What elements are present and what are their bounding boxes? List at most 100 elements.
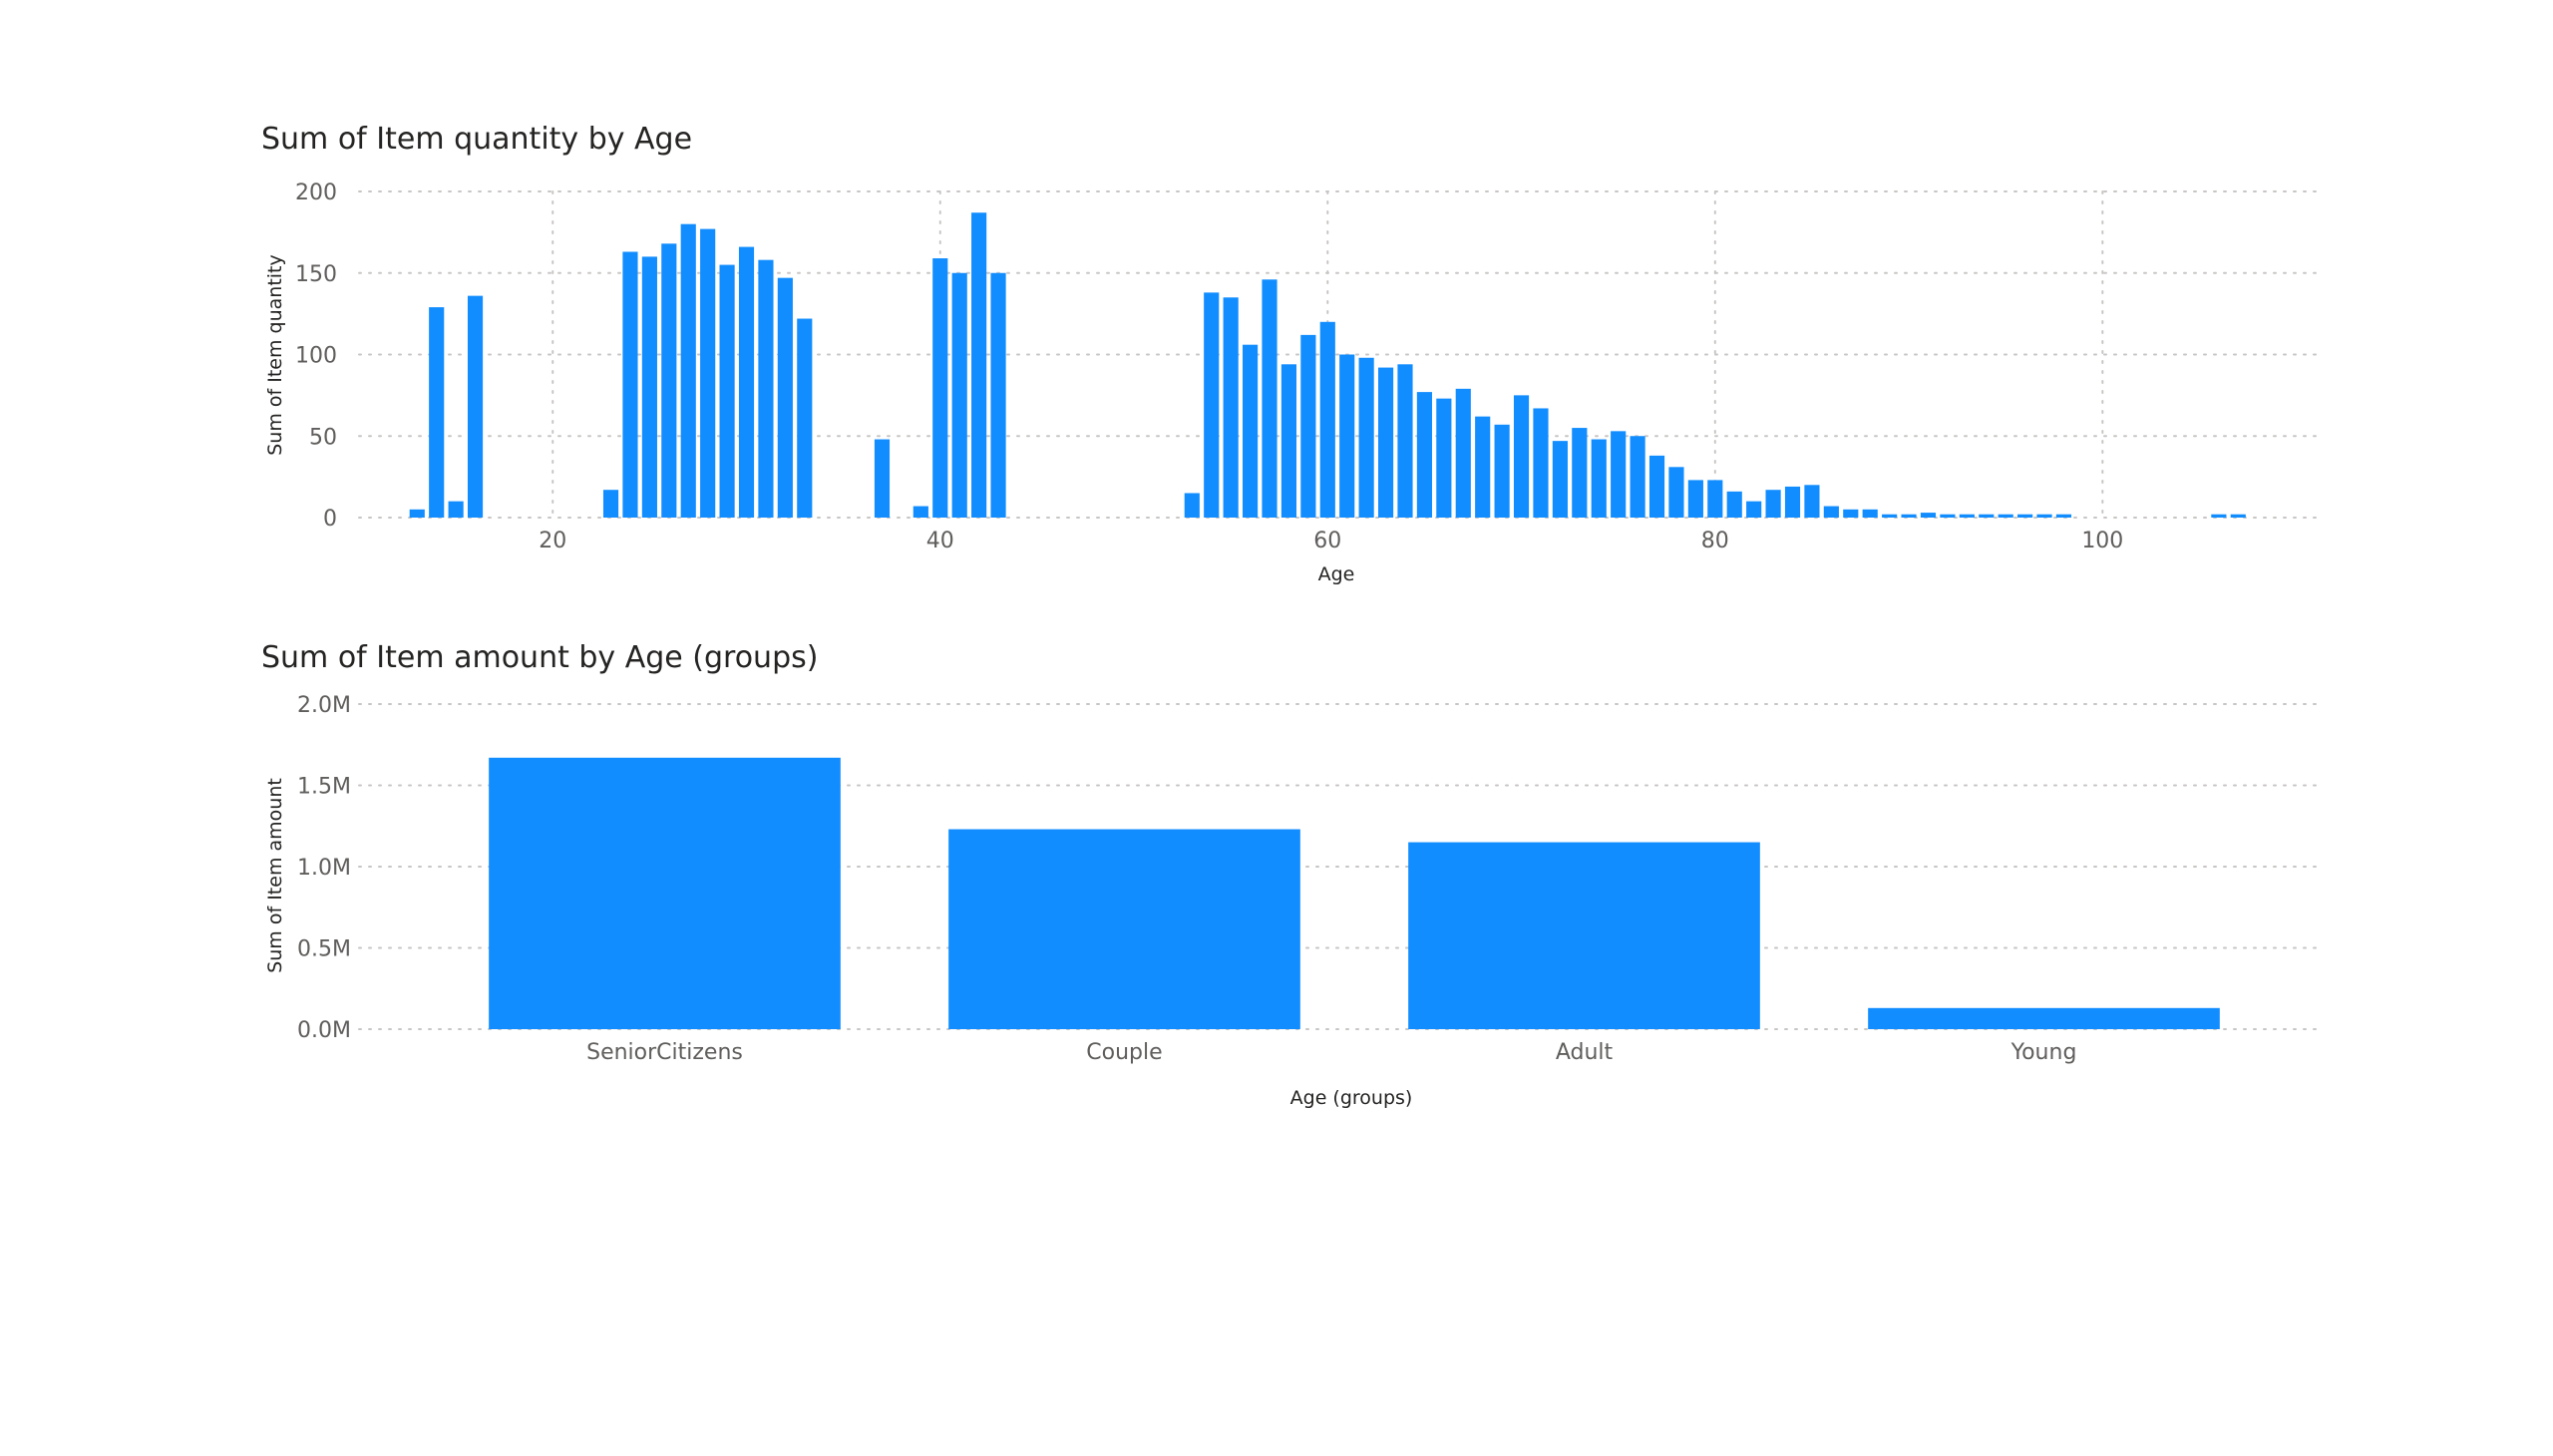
bar-age-96[interactable] (2017, 514, 2033, 518)
bar-age-24[interactable] (622, 251, 638, 518)
y-tick-label: 1.5M (297, 775, 351, 800)
bar-age-92[interactable] (1940, 514, 1956, 518)
bar-age-42[interactable] (971, 212, 987, 518)
bar-age-43[interactable] (990, 272, 1006, 518)
bar-age-82[interactable] (1746, 501, 1762, 518)
bar-age-28[interactable] (700, 228, 716, 519)
bar-age-97[interactable] (2036, 514, 2052, 518)
x-axis-title: Age (groups) (1290, 1087, 1413, 1109)
bar-age-93[interactable] (1959, 514, 1975, 518)
x-tick-label: Couple (1086, 1040, 1162, 1065)
bar-seniorcitizens[interactable] (489, 757, 841, 1029)
bar-age-57[interactable] (1262, 279, 1277, 518)
bar-age-75[interactable] (1611, 431, 1627, 518)
bar-age-81[interactable] (1726, 491, 1742, 518)
bar-age-83[interactable] (1765, 490, 1781, 518)
chart-quantity-by-age[interactable]: Sum of Item quantity by Age 0 50 100 150 200… (0, 0, 2553, 618)
bar-age-37[interactable] (874, 439, 891, 518)
bar-age-31[interactable] (758, 259, 774, 518)
bar-age-56[interactable] (1243, 344, 1259, 518)
bar-age-68[interactable] (1475, 416, 1491, 518)
bar-age-54[interactable] (1204, 292, 1220, 518)
x-axis-ticks: 20 40 60 80 100 (539, 529, 2123, 553)
bar-age-32[interactable] (777, 277, 793, 518)
bar-age-14[interactable] (429, 307, 445, 518)
bar-age-90[interactable] (1901, 514, 1917, 518)
bar-age-41[interactable] (951, 272, 967, 518)
bar-age-13[interactable] (409, 509, 425, 518)
bar-age-62[interactable] (1358, 357, 1374, 518)
y-tick-label: 200 (295, 181, 337, 205)
bar-age-61[interactable] (1339, 354, 1355, 519)
bar-age-73[interactable] (1572, 428, 1588, 518)
bar-age-40[interactable] (932, 258, 948, 518)
bar-young[interactable] (1868, 1007, 2220, 1029)
bar-adult[interactable] (1408, 842, 1760, 1029)
bar-age-88[interactable] (1862, 509, 1878, 518)
y-tick-label: 100 (295, 344, 337, 369)
bar-age-39[interactable] (912, 506, 928, 518)
bar-age-74[interactable] (1591, 439, 1607, 518)
bar-age-33[interactable] (797, 318, 813, 518)
bar-age-26[interactable] (661, 243, 677, 518)
y-tick-label: 0.5M (297, 937, 351, 962)
y-tick-label: 150 (295, 262, 337, 287)
bar-age-23[interactable] (602, 490, 619, 518)
y-axis-ticks: 0.0M 0.5M 1.0M 1.5M 2.0M (297, 693, 351, 1043)
bar-age-106[interactable] (2211, 514, 2227, 518)
bars (409, 212, 2246, 519)
bar-age-16[interactable] (467, 295, 484, 518)
bar-age-78[interactable] (1668, 467, 1684, 518)
x-tick-label: 40 (926, 529, 954, 553)
bar-age-91[interactable] (1920, 513, 1937, 518)
bar-age-65[interactable] (1416, 392, 1432, 518)
bar-age-86[interactable] (1823, 506, 1839, 518)
x-axis-ticks: SeniorCitizens Couple Adult Young (586, 1040, 2076, 1065)
bar-age-27[interactable] (680, 223, 696, 518)
bar-age-55[interactable] (1223, 297, 1239, 518)
bar-age-95[interactable] (1998, 514, 2013, 518)
bar-age-77[interactable] (1648, 455, 1665, 518)
bar-age-72[interactable] (1552, 441, 1568, 518)
bar-age-66[interactable] (1436, 398, 1452, 518)
bar-age-76[interactable] (1630, 436, 1645, 518)
chart-quantity-by-age-plot: 0 50 100 150 200 20 40 60 80 100 Age Sum of Item… (264, 181, 2317, 585)
y-tick-label: 50 (309, 425, 337, 450)
bar-age-80[interactable] (1707, 480, 1723, 518)
bar-age-58[interactable] (1280, 364, 1297, 518)
x-tick-label: Young (2010, 1040, 2077, 1065)
gridlines (358, 703, 2317, 1030)
bar-age-70[interactable] (1513, 395, 1530, 518)
bar-age-25[interactable] (641, 256, 657, 518)
chart-amount-by-age-groups-plot: 0.0M 0.5M 1.0M 1.5M 2.0M SeniorCitizens Coupl… (264, 693, 2317, 1109)
x-tick-label: 80 (1701, 529, 1729, 553)
chart-amount-by-age-groups[interactable]: Sum of Item amount by Age (groups) 0.0M 0… (0, 618, 2553, 1157)
bar-age-69[interactable] (1494, 424, 1510, 518)
bar-age-87[interactable] (1843, 509, 1859, 518)
bar-couple[interactable] (948, 829, 1300, 1029)
y-axis-title: Sum of Item quantity (264, 254, 286, 456)
bar-age-85[interactable] (1804, 485, 1820, 518)
bar-age-29[interactable] (719, 264, 735, 518)
bars (489, 757, 2220, 1029)
bar-age-59[interactable] (1300, 334, 1316, 518)
x-tick-label: 20 (539, 529, 566, 553)
bar-age-60[interactable] (1319, 321, 1335, 518)
bar-age-15[interactable] (448, 501, 464, 518)
bar-age-67[interactable] (1455, 388, 1471, 518)
bar-age-89[interactable] (1882, 514, 1898, 518)
bar-age-107[interactable] (2230, 514, 2246, 518)
bar-age-94[interactable] (1979, 514, 1995, 518)
bar-age-30[interactable] (738, 246, 755, 518)
bar-age-79[interactable] (1687, 480, 1703, 518)
bar-age-71[interactable] (1533, 408, 1549, 518)
x-tick-label: SeniorCitizens (586, 1040, 743, 1065)
chart-title: Sum of Item quantity by Age (261, 122, 693, 157)
y-axis-ticks: 0 50 100 150 200 (295, 181, 337, 532)
bar-age-63[interactable] (1377, 367, 1394, 518)
bar-age-98[interactable] (2055, 514, 2072, 518)
bar-age-53[interactable] (1184, 493, 1200, 518)
bar-age-84[interactable] (1784, 486, 1801, 518)
x-tick-label: Adult (1556, 1040, 1614, 1065)
bar-age-64[interactable] (1397, 364, 1413, 518)
